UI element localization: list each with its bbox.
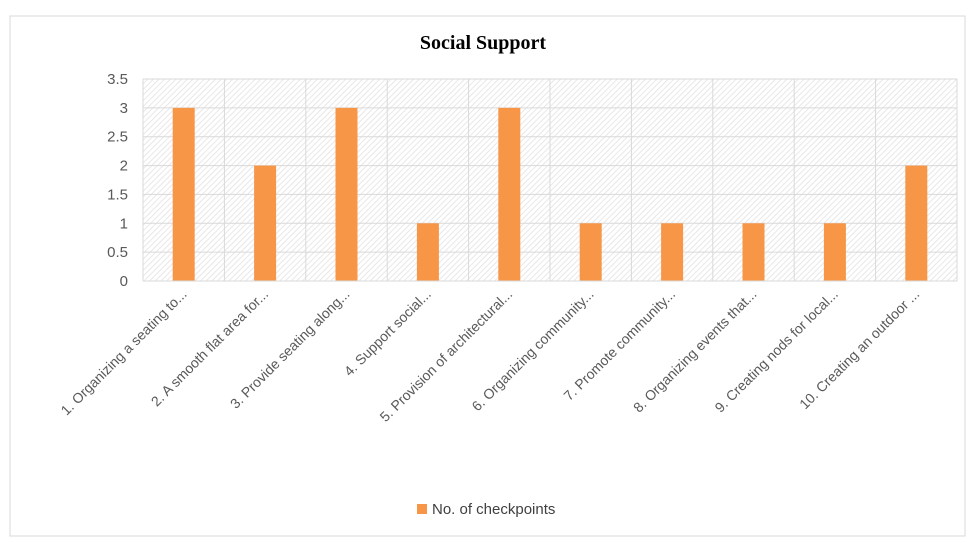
- bar: [254, 165, 277, 281]
- bar: [823, 223, 846, 281]
- legend-swatch: [417, 504, 427, 514]
- bar: [905, 165, 928, 281]
- bar: [579, 223, 602, 281]
- y-tick-label: 0: [120, 273, 128, 290]
- chart-title: Social Support: [420, 32, 546, 54]
- y-tick-label: 3.5: [107, 71, 128, 88]
- bar: [416, 223, 439, 281]
- y-tick-label: 2: [120, 158, 128, 175]
- bar: [498, 107, 521, 281]
- y-tick-label: 1.5: [107, 186, 128, 203]
- bar: [742, 223, 765, 281]
- legend-label: No. of checkpoints: [432, 501, 555, 518]
- y-tick-label: 0.5: [107, 244, 128, 261]
- bar: [335, 107, 358, 281]
- y-tick-label: 2.5: [107, 129, 128, 146]
- bar: [172, 107, 195, 281]
- y-tick-label: 1: [120, 215, 128, 232]
- bar: [661, 223, 684, 281]
- y-tick-label: 3: [120, 100, 128, 117]
